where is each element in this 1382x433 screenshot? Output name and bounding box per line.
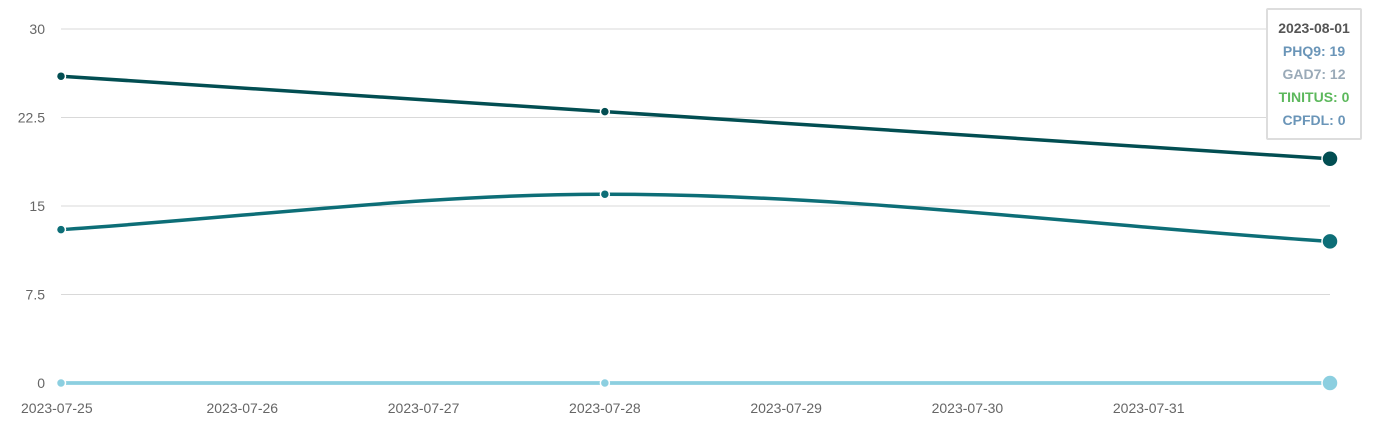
data-point-gad7 — [1321, 232, 1339, 251]
tooltip: 2023-08-01 PHQ9: 19 GAD7: 12 TINITUS: 0 … — [1266, 8, 1362, 140]
y-tick-label: 15 — [29, 198, 45, 214]
data-point-phq9 — [599, 106, 611, 117]
tooltip-row-cpfdl: CPFDL: 0 — [1282, 112, 1346, 128]
y-axis-ticks: 0 7.5 15 22.5 30 — [18, 21, 45, 391]
x-tick-label: 2023-07-27 — [388, 400, 460, 416]
data-point-tinitus — [55, 377, 67, 389]
y-tick-label: 0 — [37, 375, 45, 391]
data-point-tinitus — [1321, 374, 1339, 392]
grid — [61, 28, 1330, 384]
y-tick-label: 7.5 — [26, 287, 46, 303]
tooltip-row-phq9: PHQ9: 19 — [1282, 43, 1346, 59]
x-tick-label: 2023-07-31 — [1113, 400, 1185, 416]
x-tick-label: 2023-07-25 — [21, 400, 93, 416]
data-point-phq9 — [55, 70, 67, 82]
series-line-gad7 — [59, 192, 1332, 244]
data-point-phq9 — [1321, 150, 1339, 168]
x-tick-label: 2023-07-29 — [750, 400, 822, 416]
x-axis-ticks: 2023-07-25 2023-07-26 2023-07-27 2023-07-28… — [21, 400, 1185, 416]
tooltip-row-tinitus: TINITUS: 0 — [1278, 89, 1350, 105]
x-tick-label: 2023-07-30 — [932, 400, 1004, 416]
series — [55, 70, 1339, 392]
tooltip-row-gad7: GAD7: 12 — [1282, 66, 1346, 82]
y-tick-label: 30 — [29, 21, 45, 37]
data-point-tinitus — [599, 377, 611, 389]
x-tick-label: 2023-07-28 — [569, 400, 641, 416]
series-line-phq9 — [59, 74, 1332, 161]
x-tick-label: 2023-07-26 — [206, 400, 278, 416]
data-point-gad7 — [599, 188, 611, 200]
y-tick-label: 22.5 — [18, 110, 45, 126]
tooltip-title: 2023-08-01 — [1278, 20, 1350, 36]
data-point-gad7 — [55, 224, 67, 235]
